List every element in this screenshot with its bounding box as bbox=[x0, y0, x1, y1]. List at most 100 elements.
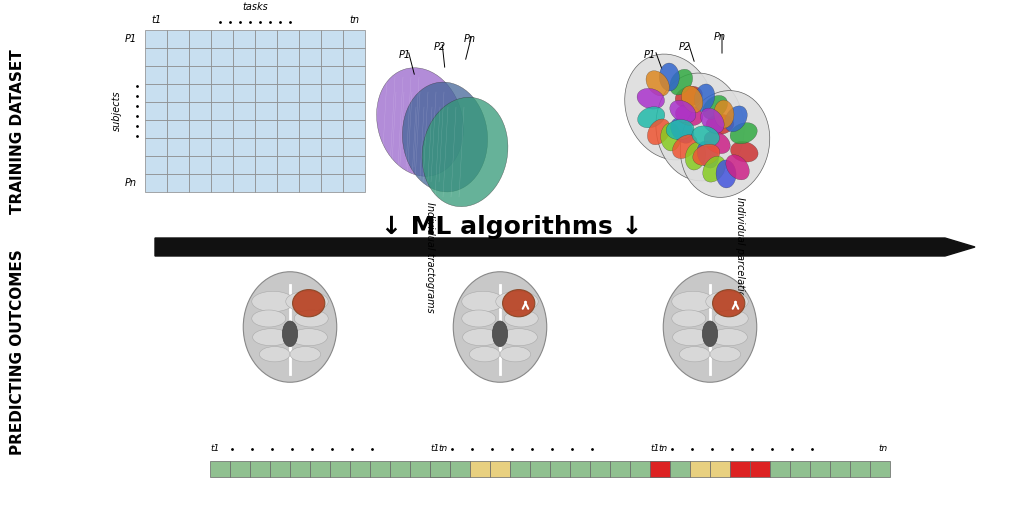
Ellipse shape bbox=[710, 347, 740, 362]
Ellipse shape bbox=[725, 106, 748, 132]
Ellipse shape bbox=[637, 89, 665, 109]
Bar bbox=[278, 138, 299, 156]
Bar bbox=[255, 30, 278, 48]
Bar bbox=[189, 138, 211, 156]
Bar bbox=[167, 84, 189, 102]
Ellipse shape bbox=[716, 160, 736, 188]
Ellipse shape bbox=[679, 347, 710, 362]
Text: PREDICTING OUTCOMES: PREDICTING OUTCOMES bbox=[10, 249, 26, 455]
Text: tn: tn bbox=[438, 444, 449, 453]
Ellipse shape bbox=[293, 290, 325, 317]
Bar bbox=[189, 84, 211, 102]
Bar bbox=[321, 48, 343, 66]
Bar bbox=[610, 461, 630, 477]
Text: t1: t1 bbox=[151, 15, 161, 25]
Ellipse shape bbox=[422, 97, 508, 207]
Bar bbox=[350, 461, 370, 477]
Text: tn: tn bbox=[349, 15, 359, 25]
Ellipse shape bbox=[500, 329, 538, 346]
Bar bbox=[211, 48, 233, 66]
Ellipse shape bbox=[673, 329, 710, 346]
Text: Pn: Pn bbox=[714, 32, 726, 42]
Bar bbox=[343, 174, 365, 192]
Bar bbox=[343, 138, 365, 156]
Bar bbox=[145, 102, 167, 120]
Bar bbox=[255, 66, 278, 84]
Bar bbox=[278, 156, 299, 174]
Ellipse shape bbox=[714, 100, 734, 128]
Ellipse shape bbox=[454, 272, 547, 382]
Bar bbox=[343, 120, 365, 138]
Text: P1: P1 bbox=[644, 50, 656, 60]
Bar bbox=[278, 48, 299, 66]
Bar bbox=[255, 102, 278, 120]
Bar bbox=[255, 48, 278, 66]
Bar bbox=[830, 461, 850, 477]
Bar bbox=[278, 84, 299, 102]
Bar bbox=[321, 84, 343, 102]
Text: t1: t1 bbox=[210, 444, 219, 453]
Ellipse shape bbox=[706, 114, 734, 135]
Ellipse shape bbox=[294, 310, 329, 327]
Bar bbox=[211, 120, 233, 138]
Text: tn: tn bbox=[658, 444, 668, 453]
Bar bbox=[233, 138, 255, 156]
Ellipse shape bbox=[290, 329, 328, 346]
Bar bbox=[145, 30, 167, 48]
Bar bbox=[167, 120, 189, 138]
Ellipse shape bbox=[730, 141, 758, 162]
Ellipse shape bbox=[730, 123, 757, 144]
Ellipse shape bbox=[713, 290, 744, 317]
Bar bbox=[167, 138, 189, 156]
Bar bbox=[167, 102, 189, 120]
Text: Individual tractograms: Individual tractograms bbox=[425, 202, 435, 313]
Bar bbox=[750, 461, 770, 477]
Ellipse shape bbox=[259, 347, 290, 362]
Ellipse shape bbox=[252, 291, 294, 312]
Bar bbox=[510, 461, 530, 477]
Ellipse shape bbox=[705, 131, 730, 154]
Bar bbox=[310, 461, 330, 477]
Bar bbox=[189, 30, 211, 48]
Bar bbox=[430, 461, 450, 477]
Bar bbox=[370, 461, 390, 477]
Ellipse shape bbox=[290, 347, 321, 362]
Ellipse shape bbox=[252, 310, 286, 327]
Bar bbox=[299, 174, 321, 192]
Ellipse shape bbox=[402, 82, 487, 192]
Bar bbox=[233, 66, 255, 84]
Ellipse shape bbox=[462, 310, 496, 327]
Bar bbox=[255, 156, 278, 174]
Bar bbox=[278, 66, 299, 84]
Ellipse shape bbox=[675, 86, 702, 108]
Bar bbox=[343, 48, 365, 66]
Bar bbox=[343, 84, 365, 102]
Bar bbox=[321, 156, 343, 174]
Ellipse shape bbox=[715, 310, 749, 327]
Bar bbox=[290, 461, 310, 477]
Bar bbox=[299, 156, 321, 174]
Bar bbox=[670, 461, 690, 477]
Bar bbox=[321, 102, 343, 120]
Text: P1: P1 bbox=[399, 50, 411, 60]
Bar bbox=[490, 461, 510, 477]
Text: TRAINING DATASET: TRAINING DATASET bbox=[10, 50, 26, 215]
Bar bbox=[343, 30, 365, 48]
Bar bbox=[189, 48, 211, 66]
Bar bbox=[211, 156, 233, 174]
Bar bbox=[299, 138, 321, 156]
Ellipse shape bbox=[726, 155, 750, 180]
Ellipse shape bbox=[692, 126, 720, 146]
Bar bbox=[850, 461, 870, 477]
Bar bbox=[410, 461, 430, 477]
Bar bbox=[278, 174, 299, 192]
Bar bbox=[630, 461, 650, 477]
Ellipse shape bbox=[670, 100, 696, 123]
Bar bbox=[343, 102, 365, 120]
Bar bbox=[299, 30, 321, 48]
Ellipse shape bbox=[659, 63, 679, 91]
Bar bbox=[211, 102, 233, 120]
Bar bbox=[710, 461, 730, 477]
Bar bbox=[189, 120, 211, 138]
Ellipse shape bbox=[463, 329, 500, 346]
